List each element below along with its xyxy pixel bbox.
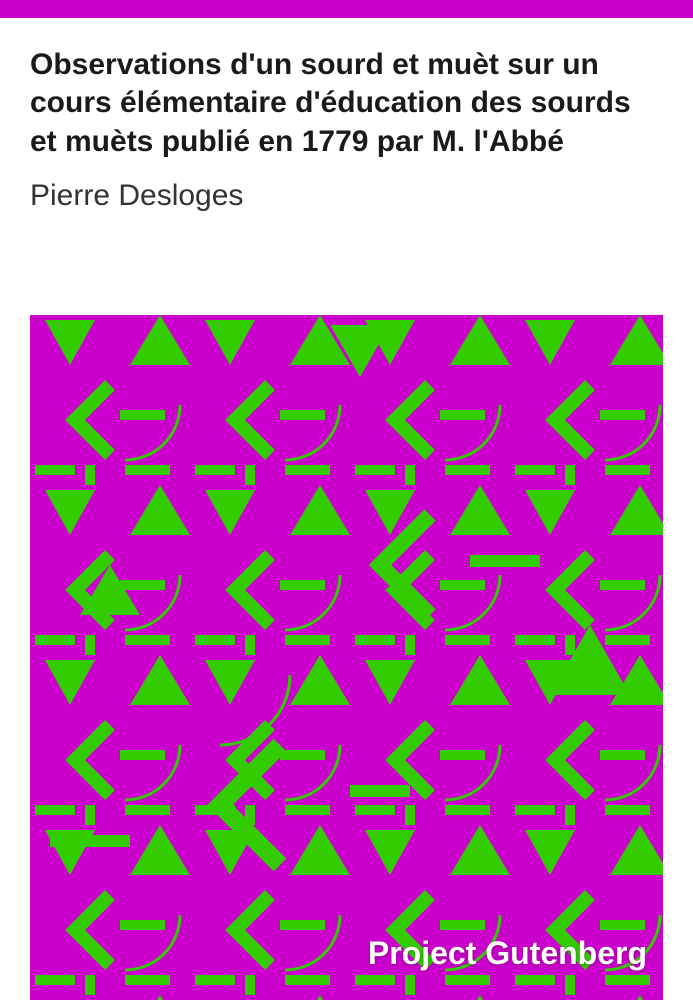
cover-art bbox=[30, 315, 663, 1000]
book-author: Pierre Desloges bbox=[30, 179, 663, 213]
book-title: Observations d'un sourd et muèt sur un c… bbox=[30, 46, 663, 161]
top-accent-bar bbox=[0, 0, 693, 18]
publisher-label: Project Gutenberg bbox=[368, 935, 647, 972]
header-block: Observations d'un sourd et muèt sur un c… bbox=[0, 18, 693, 231]
